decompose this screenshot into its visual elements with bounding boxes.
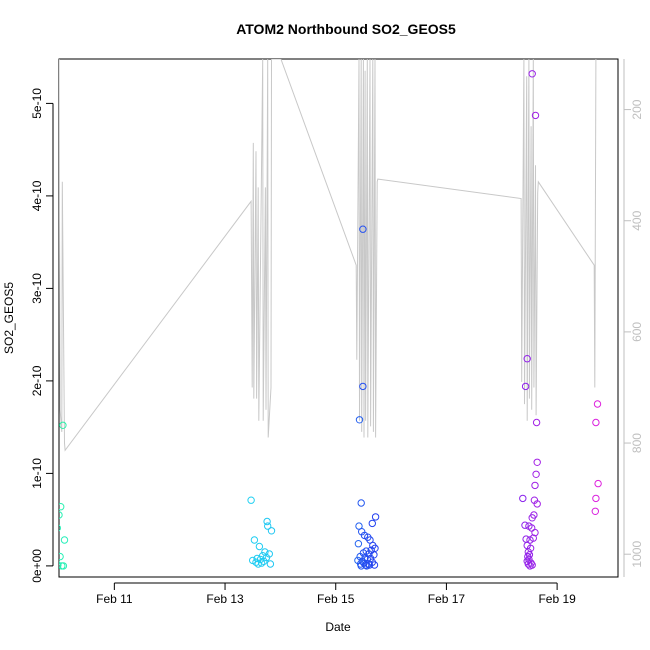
data-point [531,111,540,120]
x-axis: Feb 11 Feb 13 Feb 15 Feb 17 Feb 19 [96,582,576,606]
data-point [254,560,262,568]
data-point [593,400,602,408]
y-tick-label: 3e-10 [30,273,44,304]
data-point [354,540,363,548]
y-tick-label: 5e-10 [30,88,44,119]
data-point [363,562,371,570]
data-point [533,500,541,508]
data-point [59,503,65,511]
data-point [59,511,63,519]
data-point [356,552,364,561]
y2-tick-label: 600 [630,322,644,342]
data-point [264,522,272,530]
chart-title: ATOM2 Northbound SO2_GEOS5 [236,21,456,37]
data-point [531,481,539,490]
y2-tick-label: 1000 [630,541,644,568]
data-point [355,416,364,424]
x-tick-label: Feb 17 [428,592,466,606]
data-point [365,550,373,558]
data-point [370,561,379,569]
data-point [59,524,61,532]
data-point [371,513,380,521]
y-tick-label: 4e-10 [30,180,44,211]
plot-frame [58,58,619,578]
data-point [521,382,530,391]
y2-tick-label: 400 [630,210,644,230]
data-point [59,421,67,429]
y-tick-label: 1e-10 [30,458,44,489]
data-point [359,225,367,233]
data-point [528,514,536,522]
data-point [59,562,68,570]
data-point [257,559,266,567]
data-point [521,521,529,529]
data-point [525,551,534,559]
data-point [266,560,275,568]
data-point [368,519,376,528]
x-tick-label: Feb 15 [317,592,355,606]
data-point [252,558,260,566]
pressure-line [59,59,597,452]
data-point [247,496,255,504]
data-point [253,554,261,563]
x-tick-label: Feb 13 [206,592,244,606]
data-point [357,562,365,570]
data-point [526,562,534,570]
y-axis-right: 200 400 600 800 1000 [623,59,644,577]
y-axis-left: 0e+00 1e-10 2e-10 3e-10 4e-10 5e-10 [30,88,54,583]
data-point [59,552,64,561]
y-axis-label: SO2_GEOS5 [2,282,16,354]
data-point [592,494,600,503]
data-point [532,470,540,478]
data-point [250,536,259,544]
x-axis-label: Date [325,620,351,634]
data-point [255,542,264,551]
data-point [533,458,541,466]
x-tick-label: Feb 11 [96,592,133,606]
y2-tick-label: 800 [630,433,644,453]
y-tick-label: 0e+00 [30,549,44,583]
data-point [528,70,536,78]
data-point [519,494,527,503]
x-tick-label: Feb 19 [538,592,576,606]
pressure-line-layer [59,59,597,452]
data-point [267,527,276,535]
data-point [524,560,532,568]
data-point [532,418,541,427]
scatter-points-layer [59,70,602,570]
data-point [591,507,599,515]
data-point [263,517,271,526]
data-point [594,479,602,488]
data-point [357,499,365,507]
data-point [592,418,600,427]
data-point [361,561,370,569]
y2-tick-label: 200 [630,99,644,119]
data-point [523,355,531,363]
data-point [59,561,62,569]
data-point [359,382,367,391]
y-tick-label: 2e-10 [30,365,44,396]
data-point [60,536,69,544]
